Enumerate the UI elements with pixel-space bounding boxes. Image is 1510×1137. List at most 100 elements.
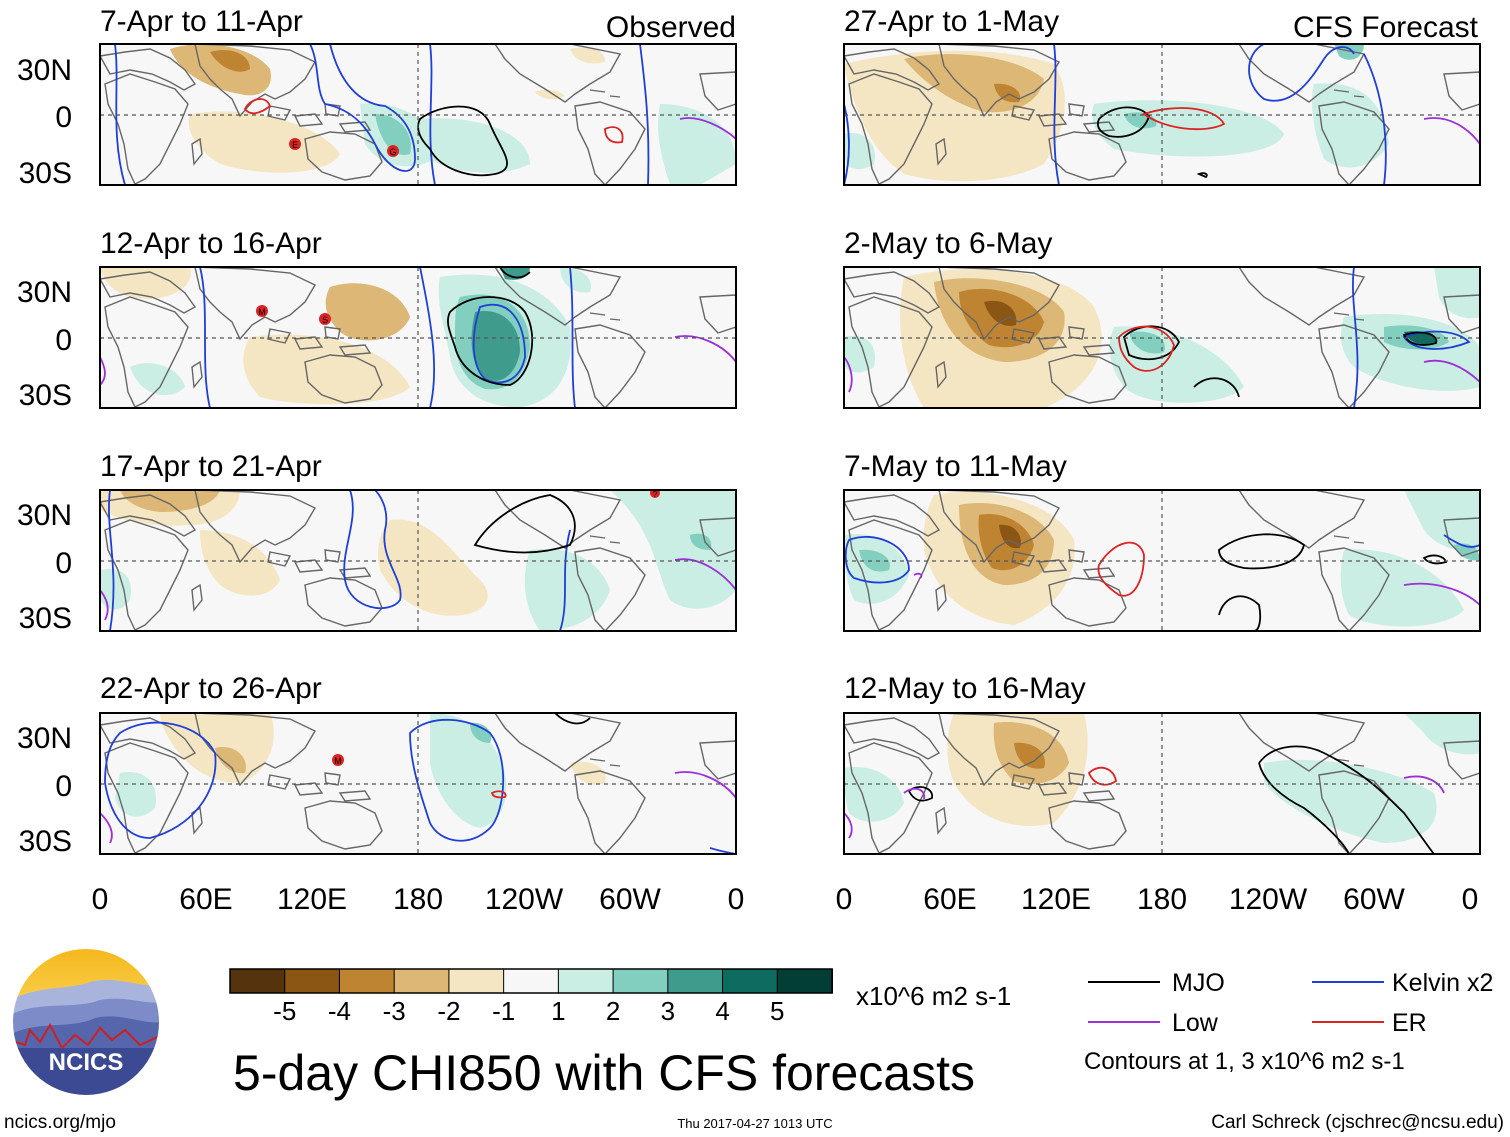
observed-panel-1: 7-Apr to 11-Apr Observed — [99, 5, 737, 186]
storm-marker-3: M — [256, 305, 268, 317]
lat-label: 0 — [55, 547, 72, 580]
colorbar-swatch — [612, 968, 669, 994]
forecast-panel-3-label: 7-May to 11-May — [844, 450, 1067, 483]
observed-header: Observed — [606, 11, 736, 44]
forecast-panel-1: 27-Apr to 1-May CFS Forecast — [843, 5, 1481, 186]
observed-panel-4-label: 22-Apr to 26-Apr — [100, 672, 322, 705]
svg-text:G: G — [389, 147, 396, 157]
lat-label: 30N — [17, 722, 72, 755]
forecast-panel-4: 12-May to 16-May — [843, 672, 1481, 855]
observed-panel-3: 17-Apr to 21-Apr ? — [99, 450, 737, 632]
colorbar-label: 1 — [551, 996, 565, 1026]
colorbar-label: -5 — [273, 996, 296, 1026]
forecast-panel-2-label: 2-May to 6-May — [844, 227, 1052, 260]
forecast-panel-2-map — [844, 267, 1480, 408]
legend-item-mjo: MJO — [1088, 969, 1225, 997]
lat-label: 0 — [55, 770, 72, 803]
storm-marker-6: M — [332, 754, 344, 766]
observed-panel-1-map: E G — [100, 44, 736, 185]
colorbar-swatch — [722, 968, 779, 994]
svg-text:E: E — [292, 140, 298, 150]
legend: MJO Kelvin x2 Low ER Contours at 1, 3 x1… — [1084, 969, 1493, 1075]
lon-axis-labels-left: 0 60E 120E 180 120W 60W 0 — [92, 883, 745, 916]
lon-label: 120W — [1229, 883, 1308, 916]
lon-label: 0 — [836, 883, 853, 916]
colorbar-label: 5 — [770, 996, 784, 1026]
svg-text:Kelvin x2: Kelvin x2 — [1392, 969, 1493, 997]
colorbar-label: -2 — [437, 996, 460, 1026]
colorbar-swatch — [338, 968, 396, 994]
colorbar-swatch — [284, 968, 341, 994]
lat-label: 30S — [19, 157, 72, 190]
lat-label: 30N — [17, 276, 72, 309]
colorbar-swatch — [393, 968, 450, 994]
forecast-panel-1-map — [844, 44, 1480, 185]
lat-label: 30N — [17, 54, 72, 87]
forecast-panel-3: 7-May to 11-May — [843, 450, 1481, 632]
colorbar-label: 4 — [715, 996, 729, 1026]
lon-label: 120E — [277, 883, 347, 916]
lon-label: 60W — [599, 883, 661, 916]
logo-text: NCICS — [49, 1049, 124, 1076]
colorbar-unit: x10^6 m2 s-1 — [856, 981, 1011, 1011]
colorbar-swatch — [503, 968, 560, 994]
lon-label: 180 — [1137, 883, 1187, 916]
svg-text:M: M — [258, 307, 266, 317]
forecast-panel-3-map — [844, 490, 1480, 631]
legend-item-low: Low — [1088, 1009, 1219, 1037]
legend-item-kelvin: Kelvin x2 — [1312, 969, 1493, 997]
forecast-panel-1-label: 27-Apr to 1-May — [844, 5, 1059, 38]
colorbar-swatch — [667, 968, 724, 994]
lon-label: 120W — [485, 883, 564, 916]
colorbar-label: -3 — [383, 996, 406, 1026]
svg-text:Low: Low — [1172, 1009, 1219, 1037]
lon-label: 0 — [1462, 883, 1479, 916]
observed-panel-2: 12-Apr to 16-Apr M — [99, 227, 737, 409]
storm-marker-5: ? — [650, 490, 660, 499]
colorbar: -5 -4 -3 -2 -1 1 2 3 4 5 x10^6 m2 s-1 — [229, 968, 1011, 1026]
lon-label: 180 — [393, 883, 443, 916]
lon-label: 60E — [923, 883, 976, 916]
lat-label: 30N — [17, 499, 72, 532]
observed-panel-1-label: 7-Apr to 11-Apr — [100, 5, 303, 38]
lon-label: 60W — [1343, 883, 1405, 916]
colorbar-label: -4 — [328, 996, 351, 1026]
footer-url[interactable]: ncics.org/mjo — [4, 1112, 116, 1133]
lon-label: 0 — [728, 883, 745, 916]
observed-panel-4-map: M — [100, 713, 736, 854]
lat-label: 0 — [55, 101, 72, 134]
colorbar-swatches — [229, 968, 834, 994]
svg-text:S: S — [322, 315, 328, 325]
observed-panel-3-map: ? — [100, 490, 736, 631]
figure-title: 5-day CHI850 with CFS forecasts — [233, 1045, 975, 1101]
forecast-panel-4-label: 12-May to 16-May — [844, 672, 1086, 705]
legend-note: Contours at 1, 3 x10^6 m2 s-1 — [1084, 1048, 1405, 1075]
colorbar-swatch — [776, 968, 834, 994]
storm-marker-1: E — [289, 138, 301, 150]
colorbar-label: 2 — [606, 996, 620, 1026]
svg-text:M: M — [334, 756, 342, 766]
lon-label: 120E — [1021, 883, 1091, 916]
lat-label: 30S — [19, 379, 72, 412]
svg-text:MJO: MJO — [1172, 969, 1225, 997]
legend-item-er: ER — [1312, 1009, 1427, 1037]
lon-label: 0 — [92, 883, 109, 916]
observed-panel-4: 22-Apr to 26-Apr M — [99, 672, 737, 855]
lat-label: 30S — [19, 825, 72, 858]
forecast-panel-4-map — [844, 713, 1480, 854]
colorbar-label: 3 — [661, 996, 675, 1026]
colorbar-swatch — [557, 968, 615, 994]
lon-label: 60E — [179, 883, 232, 916]
lat-label: 0 — [55, 324, 72, 357]
colorbar-label: -1 — [492, 996, 515, 1026]
ncics-logo: NCICS — [11, 947, 161, 1097]
svg-text:ER: ER — [1392, 1009, 1427, 1037]
observed-panel-3-label: 17-Apr to 21-Apr — [100, 450, 322, 483]
colorbar-labels: -5 -4 -3 -2 -1 1 2 3 4 5 — [273, 996, 784, 1026]
footer-timestamp: Thu 2017-04-27 1013 UTC — [677, 1116, 832, 1131]
lat-axis-labels: 30N 0 30S 30N 0 30S 30N 0 30S 30N 0 30S — [17, 54, 72, 858]
forecast-header: CFS Forecast — [1293, 11, 1479, 44]
svg-text:?: ? — [653, 490, 658, 499]
storm-marker-2: G — [387, 145, 399, 157]
